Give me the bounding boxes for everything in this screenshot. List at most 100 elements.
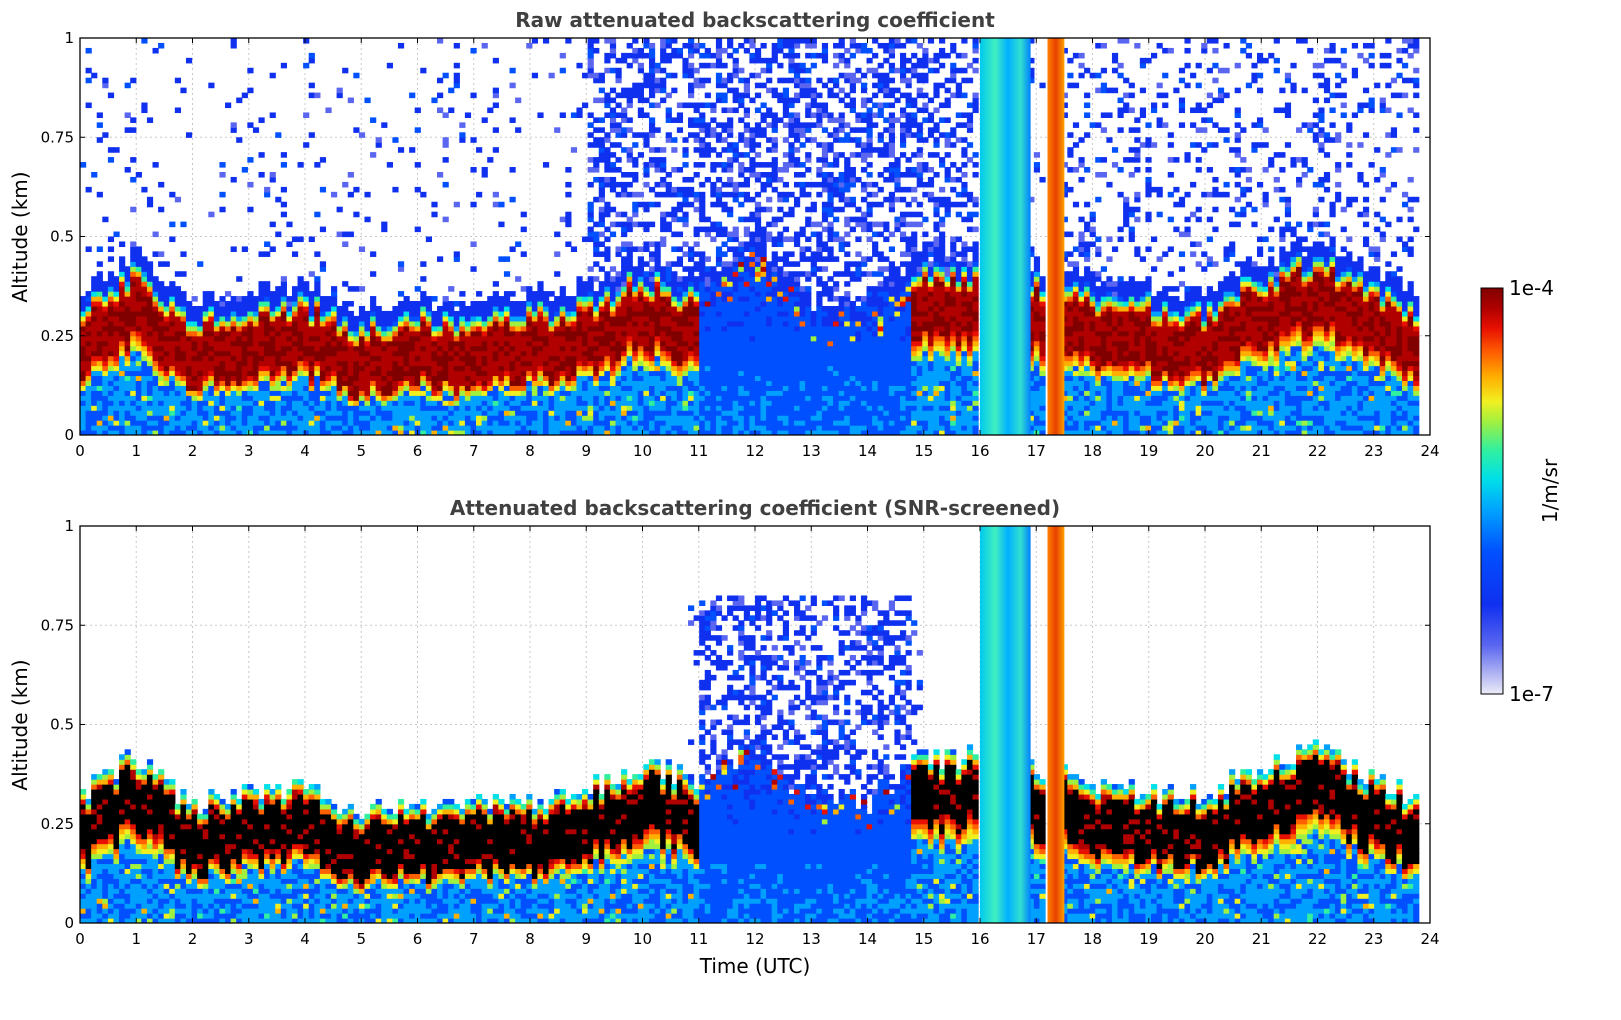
heatmap-cell [593, 355, 600, 362]
heatmap-cell [119, 360, 126, 367]
heatmap-cell [85, 246, 92, 252]
heatmap-cell [727, 370, 734, 377]
heatmap-cell [749, 162, 756, 168]
heatmap-cell [308, 82, 315, 89]
heatmap-cell [621, 226, 628, 233]
heatmap-cell [715, 305, 723, 312]
heatmap-cell [682, 325, 689, 332]
heatmap-cell [431, 315, 438, 322]
heatmap-cell [760, 206, 767, 213]
heatmap-cell [570, 330, 578, 337]
heatmap-cell [643, 400, 650, 406]
heatmap-cell [777, 47, 784, 54]
heatmap-cell [665, 345, 672, 352]
heatmap-cell [113, 281, 120, 287]
heatmap-cell [185, 395, 193, 401]
heatmap-cell [492, 191, 499, 198]
heatmap-cell [113, 390, 120, 396]
heatmap-cell [130, 271, 137, 277]
heatmap-cell [158, 390, 165, 396]
heatmap-cell [654, 415, 661, 421]
heatmap-cell [782, 191, 790, 198]
heatmap-cell [743, 330, 750, 337]
heatmap-cell [414, 340, 421, 347]
heatmap-cell [448, 335, 455, 342]
heatmap-cell [509, 246, 516, 252]
heatmap-cell [782, 122, 790, 128]
heatmap-cell [754, 335, 762, 342]
heatmap-cell [91, 320, 98, 327]
heatmap-cell [275, 132, 282, 138]
heatmap-cell [593, 251, 600, 257]
heatmap-cell [420, 320, 427, 327]
heatmap-cell [593, 400, 600, 406]
heatmap-cell [91, 400, 98, 406]
heatmap-cell [682, 330, 689, 337]
heatmap-cell [760, 82, 767, 89]
heatmap-cell [291, 430, 299, 435]
heatmap-cell [637, 325, 644, 332]
heatmap-cell [727, 122, 734, 128]
heatmap-cell [258, 355, 265, 362]
heatmap-cell [604, 415, 611, 421]
heatmap-cell [397, 340, 405, 347]
heatmap-cell [593, 291, 600, 297]
heatmap-cell [342, 420, 349, 426]
heatmap-cell [102, 281, 109, 287]
heatmap-cell [236, 360, 243, 367]
heatmap-cell [102, 365, 109, 372]
heatmap-cell [297, 410, 304, 416]
heatmap-cell [582, 315, 589, 322]
heatmap-cell [107, 315, 115, 322]
heatmap-cell [219, 350, 226, 357]
heatmap-cell [660, 375, 667, 382]
heatmap-cell [771, 167, 778, 173]
heatmap-cell [526, 425, 533, 431]
heatmap-cell [710, 385, 717, 391]
heatmap-cell [498, 330, 505, 337]
heatmap-cell [107, 430, 115, 435]
heatmap-cell [470, 301, 477, 307]
heatmap-cell [704, 281, 711, 287]
heatmap-cell [587, 430, 594, 435]
heatmap-cell [682, 266, 689, 272]
heatmap-cell [520, 251, 527, 257]
heatmap-cell [113, 430, 120, 435]
heatmap-cell [370, 375, 377, 382]
heatmap-cell [208, 370, 215, 377]
heatmap-cell [782, 167, 790, 173]
heatmap-cell [593, 246, 600, 252]
heatmap-cell [643, 365, 650, 372]
heatmap-cell [124, 350, 131, 357]
heatmap-cell [158, 301, 165, 307]
heatmap-cell [621, 415, 628, 421]
heatmap-cell [738, 335, 745, 342]
heatmap-cell [453, 315, 460, 322]
heatmap-cell [392, 430, 399, 435]
heatmap-cell [503, 360, 511, 367]
heatmap-cell [587, 325, 594, 332]
heatmap-cell [264, 425, 271, 431]
heatmap-cell [587, 335, 594, 342]
heatmap-cell [542, 296, 550, 302]
heatmap-cell [91, 330, 98, 337]
heatmap-cell [554, 345, 561, 352]
heatmap-cell [80, 375, 87, 382]
heatmap-cell [119, 365, 126, 372]
heatmap-cell [264, 390, 271, 396]
heatmap-cell [498, 310, 505, 317]
heatmap-cell [721, 415, 728, 421]
heatmap-cell [291, 286, 299, 292]
heatmap-cell [331, 365, 338, 372]
heatmap-cell [699, 127, 706, 133]
heatmap-cell [760, 117, 767, 123]
heatmap-cell [241, 246, 248, 252]
heatmap-cell [197, 335, 204, 342]
heatmap-cell [782, 291, 790, 297]
heatmap-cell [604, 112, 611, 118]
heatmap-cell [375, 370, 382, 377]
heatmap-cell [375, 390, 382, 396]
heatmap-cell [738, 67, 745, 74]
heatmap-cell [152, 390, 159, 396]
heatmap-cell [202, 325, 209, 332]
